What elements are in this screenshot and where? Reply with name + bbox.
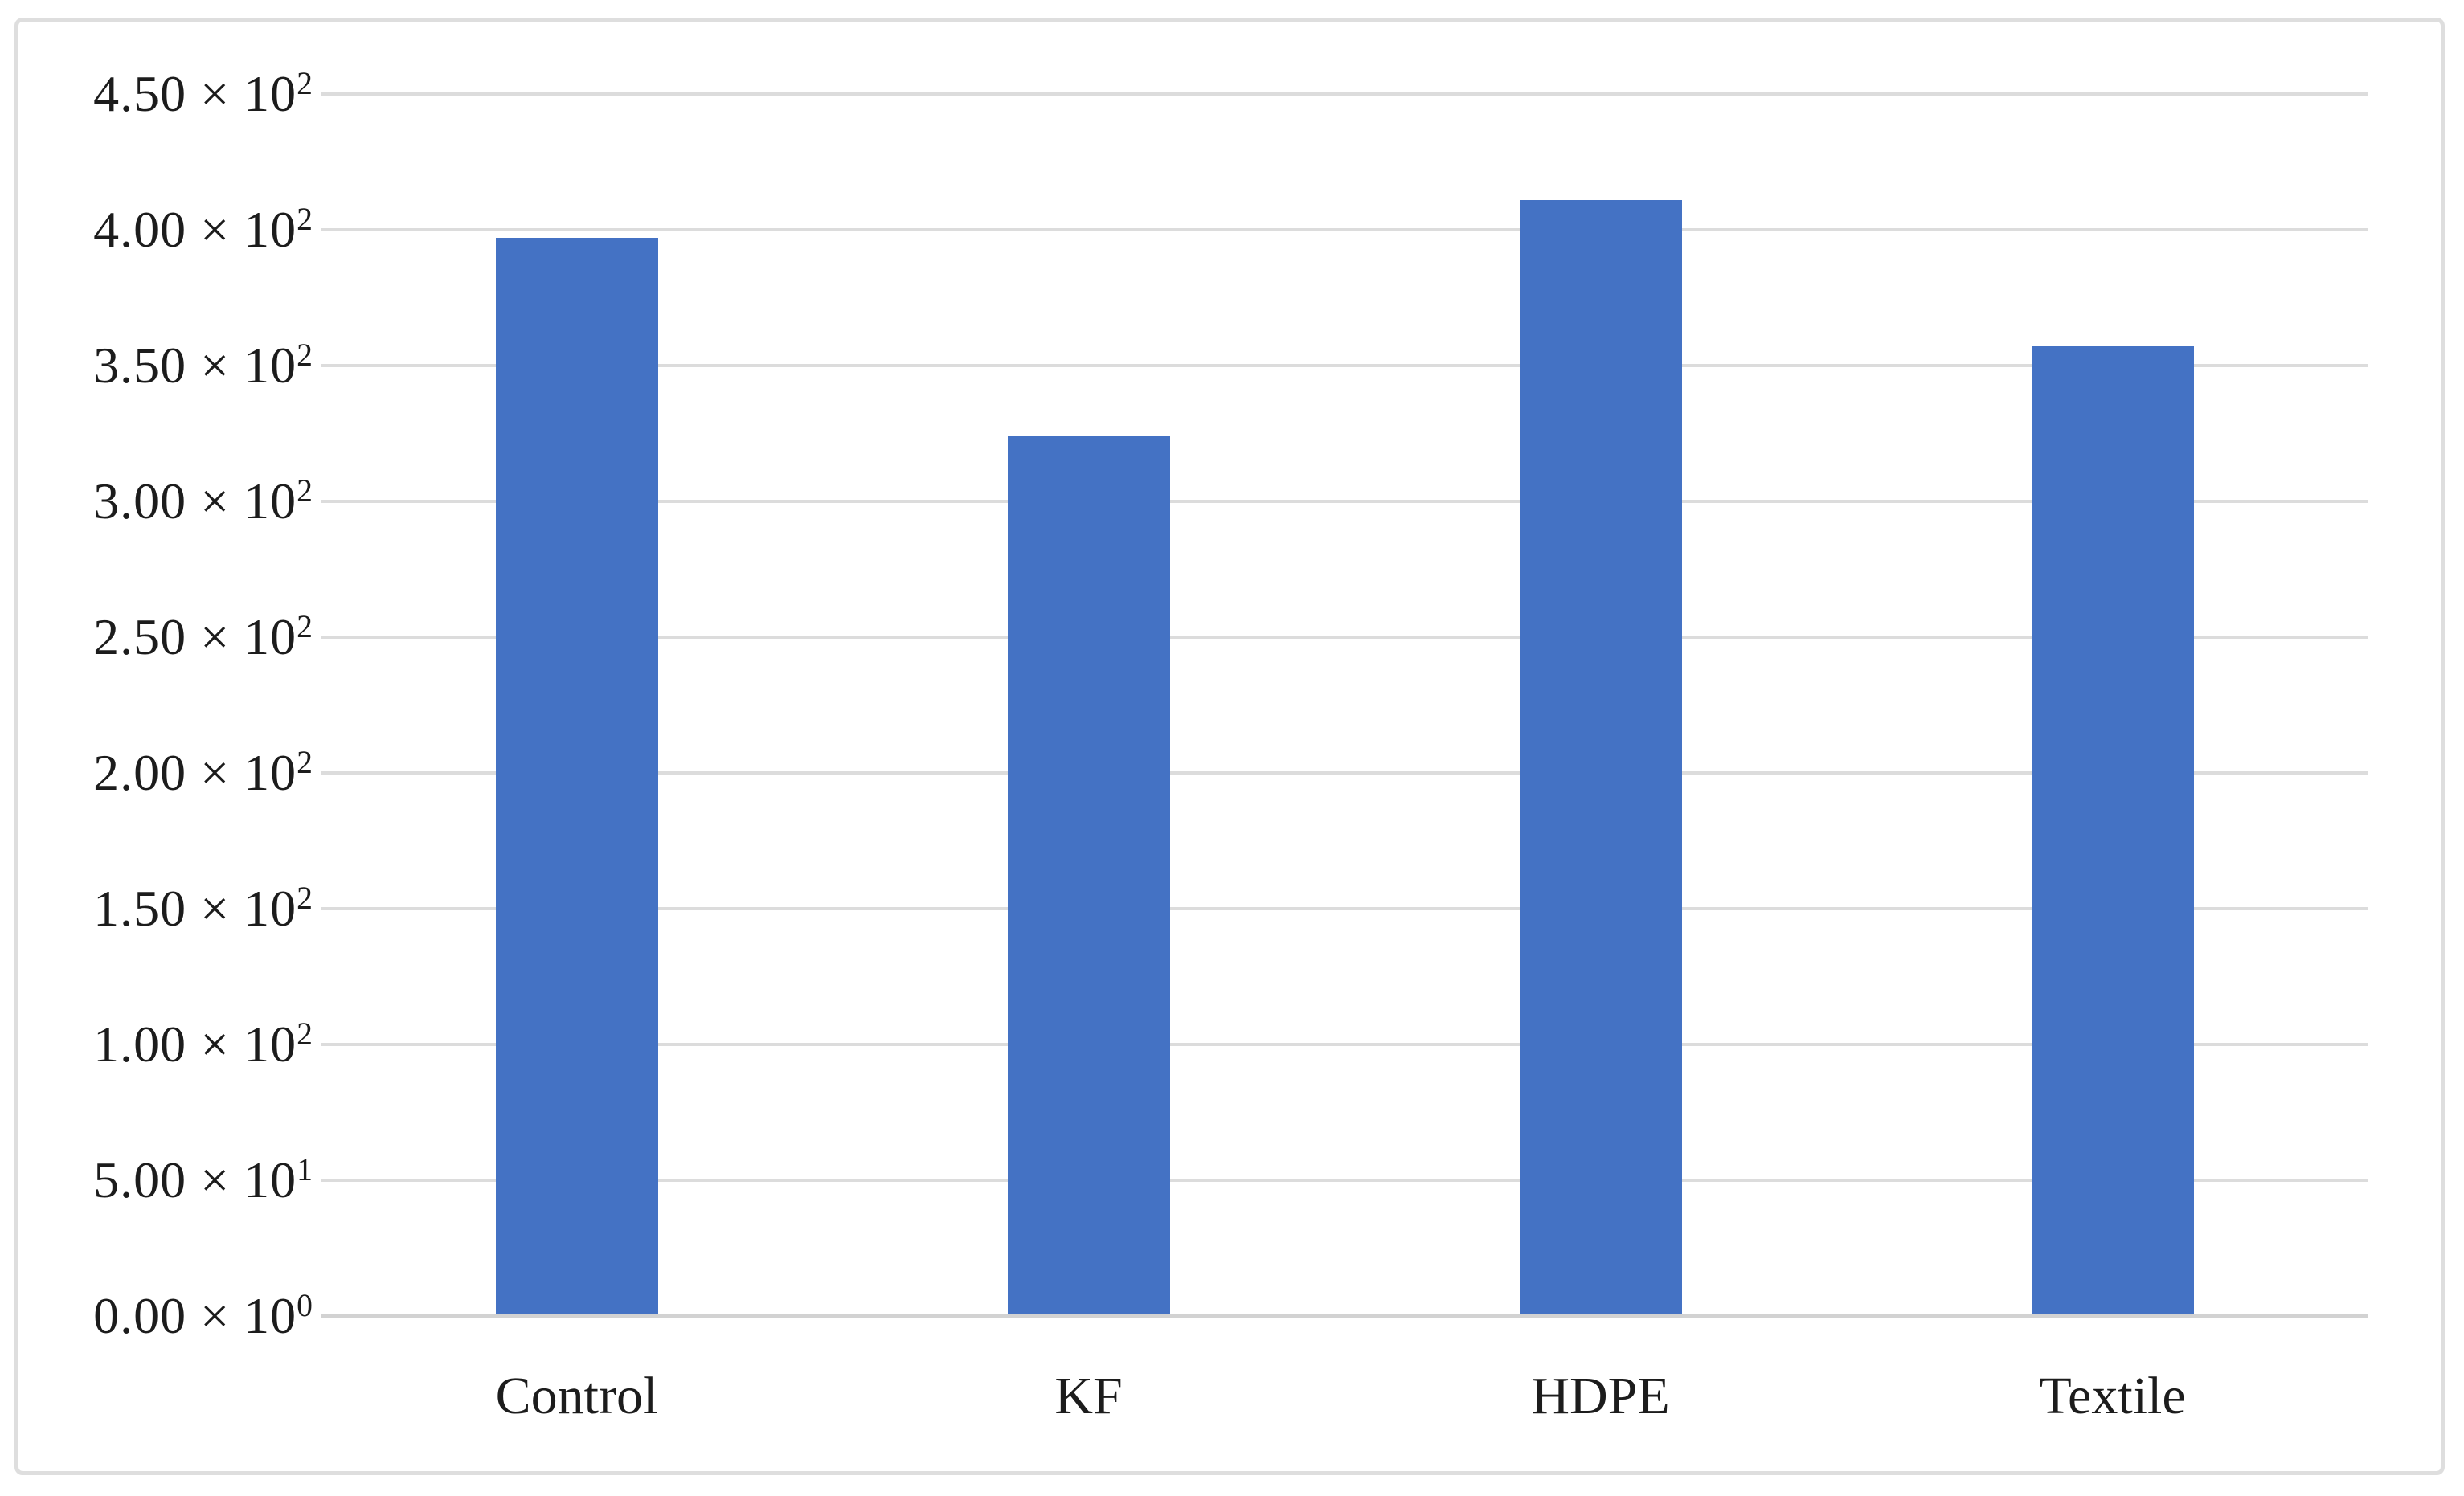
x-axis-line [321, 1314, 2368, 1318]
bar-hdpe [1519, 199, 1682, 1316]
bar-control [495, 238, 658, 1316]
y-axis-tick-labels: 4.50 × 102 4.00 × 102 3.50 × 102 3.00 × 102… [18, 65, 313, 1344]
x-category-label-textile: Textile [2039, 1367, 2186, 1425]
y-gridline [321, 636, 2368, 639]
x-category-label-control: Control [495, 1367, 658, 1425]
plot-area [321, 92, 2368, 1318]
y-tick-label: 3.50 × 102 [93, 337, 313, 394]
y-tick-label: 1.50 × 102 [93, 880, 313, 937]
y-tick-label: 2.00 × 102 [93, 744, 313, 801]
y-gridline [321, 500, 2368, 503]
y-gridline [321, 1043, 2368, 1046]
x-category-label-kf: KF [1054, 1367, 1123, 1425]
y-tick-label: 5.00 × 101 [93, 1151, 313, 1208]
y-gridline [321, 228, 2368, 231]
y-tick-label: 3.00 × 102 [93, 472, 313, 529]
y-gridline [321, 364, 2368, 367]
y-gridline [321, 771, 2368, 775]
x-axis-category-labels: Control KF HDPE Textile [321, 1316, 2368, 1461]
y-tick-label: 4.50 × 102 [93, 65, 313, 122]
y-tick-label: 1.00 × 102 [93, 1016, 313, 1073]
bar-textile [2031, 346, 2194, 1316]
bar-kf [1007, 435, 1170, 1316]
y-gridline [321, 907, 2368, 910]
y-gridline [321, 92, 2368, 96]
chart-figure: 4.50 × 102 4.00 × 102 3.50 × 102 3.00 × 102… [14, 18, 2445, 1475]
y-tick-label: 2.50 × 102 [93, 608, 313, 665]
y-tick-label: 0.00 × 100 [93, 1287, 313, 1344]
y-gridline [321, 1179, 2368, 1182]
x-category-label-hdpe: HDPE [1531, 1367, 1670, 1425]
y-tick-label: 4.00 × 102 [93, 201, 313, 258]
